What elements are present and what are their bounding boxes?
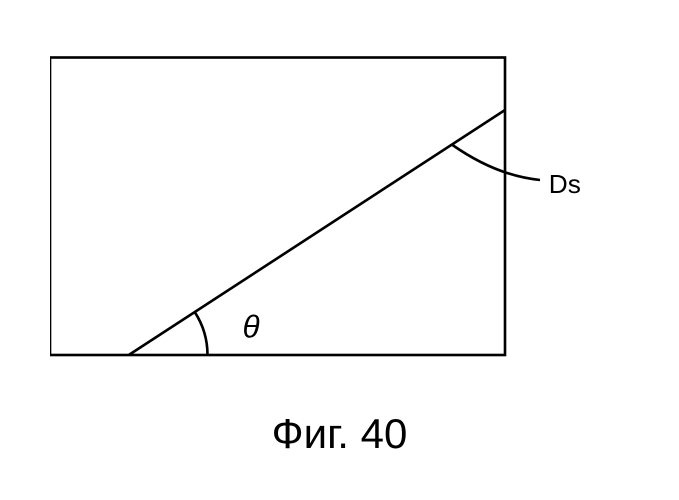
theta-label: θ bbox=[243, 309, 260, 345]
diagonal-line bbox=[129, 110, 505, 355]
figure-caption: Фиг. 40 bbox=[0, 410, 679, 458]
ds-label: Ds bbox=[549, 169, 581, 199]
ds-curve bbox=[453, 145, 541, 180]
frame-rect bbox=[50, 58, 505, 356]
diagram-container: θ Ds bbox=[50, 40, 610, 390]
angle-arc bbox=[195, 312, 208, 355]
geometry-diagram: θ Ds bbox=[50, 40, 610, 390]
